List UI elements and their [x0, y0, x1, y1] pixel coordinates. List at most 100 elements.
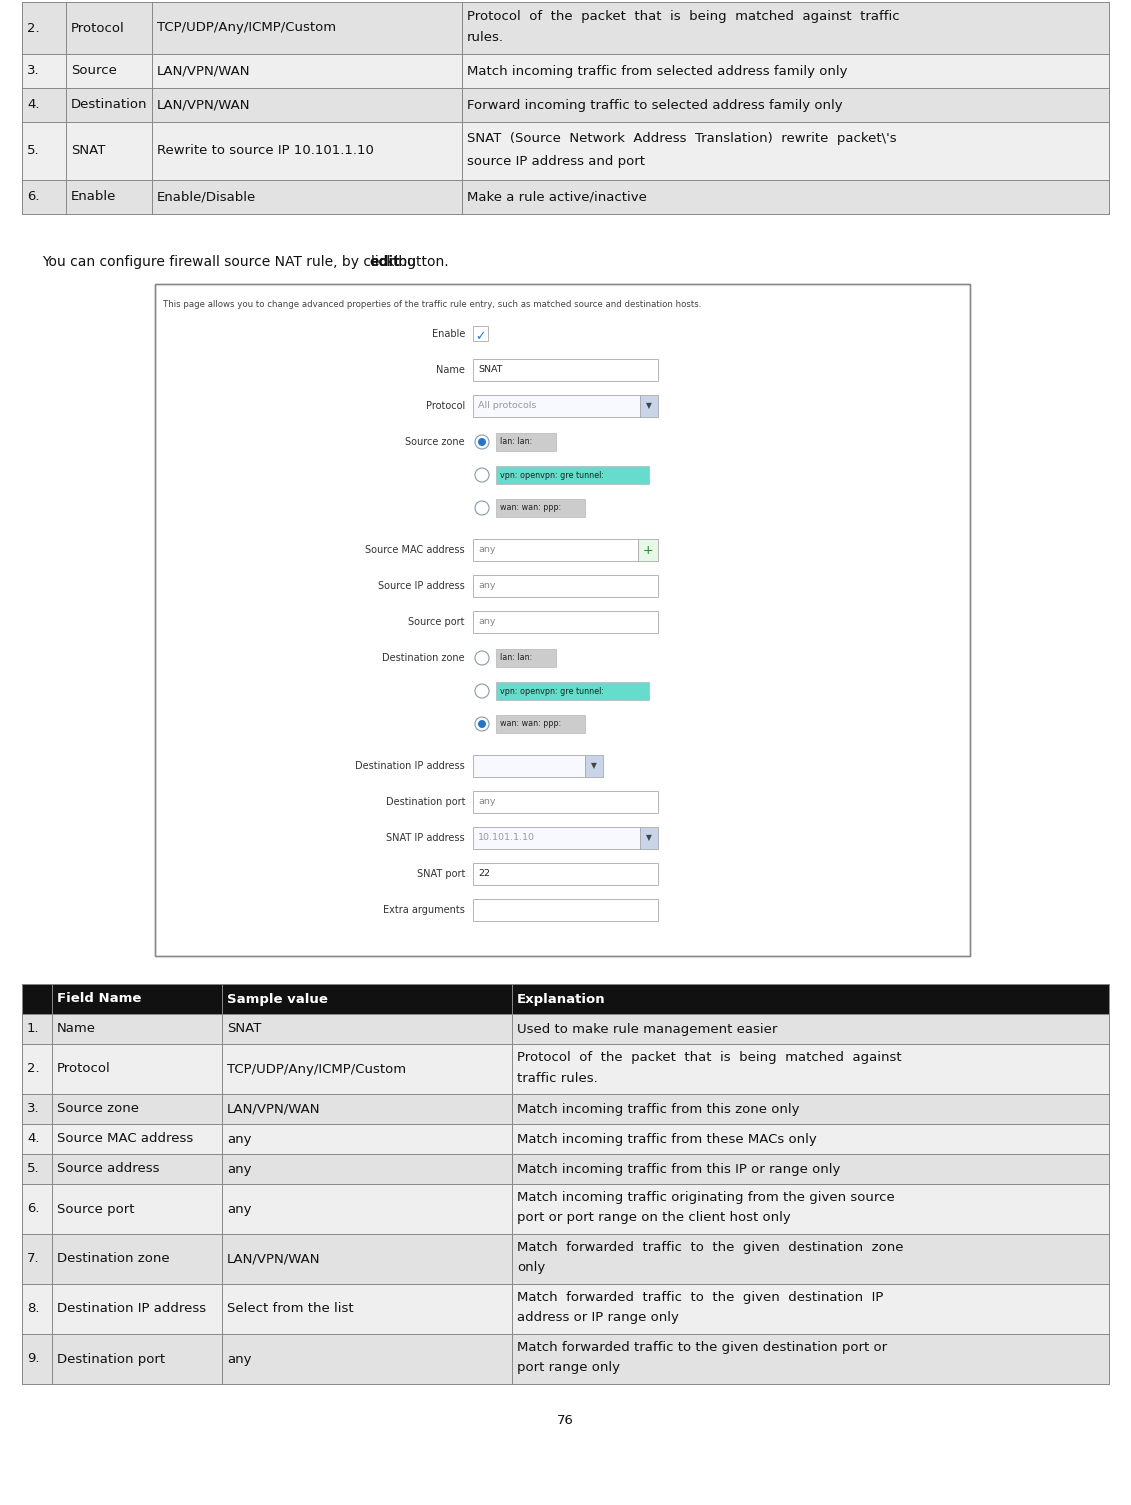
Text: any: any — [478, 617, 495, 626]
Text: address or IP range only: address or IP range only — [517, 1311, 679, 1324]
Text: Destination IP address: Destination IP address — [57, 1302, 206, 1315]
Text: SNAT: SNAT — [478, 366, 502, 375]
Text: +: + — [642, 543, 654, 557]
Text: Match incoming traffic from selected address family only: Match incoming traffic from selected add… — [467, 65, 847, 77]
Bar — [21, 1154, 1110, 1184]
Bar — [155, 284, 970, 956]
Bar — [21, 1333, 1110, 1385]
Text: LAN/VPN/WAN: LAN/VPN/WAN — [227, 1103, 320, 1115]
Text: 76: 76 — [556, 1415, 573, 1427]
Text: Source: Source — [71, 65, 116, 77]
Text: LAN/VPN/WAN: LAN/VPN/WAN — [157, 98, 250, 111]
Text: Source address: Source address — [57, 1162, 159, 1175]
Text: ▼: ▼ — [646, 402, 651, 411]
Text: Enable/Disable: Enable/Disable — [157, 191, 257, 203]
Bar — [21, 1284, 1110, 1333]
Bar — [21, 1234, 1110, 1284]
Bar — [21, 54, 1110, 87]
Bar — [155, 284, 970, 956]
Text: 4.: 4. — [27, 1132, 40, 1145]
Text: Source zone: Source zone — [57, 1103, 139, 1115]
Text: LAN/VPN/WAN: LAN/VPN/WAN — [227, 1252, 320, 1266]
Bar — [473, 756, 585, 777]
Circle shape — [475, 468, 489, 482]
Text: any: any — [227, 1162, 251, 1175]
Bar — [473, 360, 658, 381]
Text: lan: lan:: lan: lan: — [500, 438, 533, 447]
Bar — [473, 611, 658, 634]
Text: 2.: 2. — [27, 21, 40, 35]
Text: Match incoming traffic from this IP or range only: Match incoming traffic from this IP or r… — [517, 1162, 840, 1175]
Circle shape — [475, 435, 489, 448]
Text: lan: lan:: lan: lan: — [500, 653, 533, 662]
Text: Destination: Destination — [71, 98, 147, 111]
Bar — [497, 715, 585, 733]
Text: ✓: ✓ — [475, 331, 485, 343]
Text: port range only: port range only — [517, 1362, 620, 1374]
Circle shape — [478, 438, 486, 445]
Text: Forward incoming traffic to selected address family only: Forward incoming traffic to selected add… — [467, 98, 843, 111]
Bar — [21, 1094, 1110, 1124]
Text: SNAT port: SNAT port — [416, 868, 465, 879]
Bar — [473, 539, 638, 561]
Text: Protocol: Protocol — [71, 21, 124, 35]
Text: TCP/UDP/Any/ICMP/Custom: TCP/UDP/Any/ICMP/Custom — [157, 21, 336, 35]
Text: SNAT: SNAT — [71, 144, 105, 158]
Text: only: only — [517, 1261, 545, 1275]
Text: 7.: 7. — [27, 1252, 40, 1266]
Text: Field Name: Field Name — [57, 992, 141, 1005]
Text: Protocol  of  the  packet  that  is  being  matched  against: Protocol of the packet that is being mat… — [517, 1052, 901, 1064]
Circle shape — [475, 501, 489, 515]
Text: 5.: 5. — [27, 144, 40, 158]
Bar — [21, 1184, 1110, 1234]
Text: Source zone: Source zone — [405, 436, 465, 447]
Text: rules.: rules. — [467, 32, 504, 44]
Text: any: any — [478, 545, 495, 554]
Bar — [21, 122, 1110, 181]
Bar — [473, 327, 487, 342]
Text: 3.: 3. — [27, 65, 40, 77]
Text: 2.: 2. — [27, 1063, 40, 1076]
Bar — [21, 1124, 1110, 1154]
Circle shape — [475, 683, 489, 698]
Bar — [473, 792, 658, 813]
Text: any: any — [227, 1353, 251, 1365]
Bar — [473, 898, 658, 921]
Text: 3.: 3. — [27, 1103, 40, 1115]
Text: Match forwarded traffic to the given destination port or: Match forwarded traffic to the given des… — [517, 1341, 887, 1354]
Text: This page allows you to change advanced properties of the traffic rule entry, su: This page allows you to change advanced … — [163, 299, 701, 309]
Text: edit: edit — [370, 254, 400, 269]
Text: SNAT  (Source  Network  Address  Translation)  rewrite  packet\'s: SNAT (Source Network Address Translation… — [467, 132, 897, 144]
Text: any: any — [478, 798, 495, 807]
Text: button.: button. — [395, 254, 449, 269]
Text: Enable: Enable — [71, 191, 116, 203]
Text: Destination port: Destination port — [57, 1353, 165, 1365]
Text: Source MAC address: Source MAC address — [365, 545, 465, 555]
Bar — [638, 539, 658, 561]
Text: SNAT IP address: SNAT IP address — [387, 832, 465, 843]
Text: 1.: 1. — [27, 1022, 40, 1035]
Text: any: any — [227, 1132, 251, 1145]
Text: traffic rules.: traffic rules. — [517, 1072, 598, 1085]
Text: Rewrite to source IP 10.101.1.10: Rewrite to source IP 10.101.1.10 — [157, 144, 374, 158]
Text: any: any — [227, 1202, 251, 1216]
Bar — [473, 575, 658, 597]
Text: Enable: Enable — [432, 330, 465, 339]
Text: ▼: ▼ — [590, 762, 596, 771]
Bar — [21, 2, 1110, 54]
Text: Source port: Source port — [57, 1202, 135, 1216]
Text: You can configure firewall source NAT rule, by clicking: You can configure firewall source NAT ru… — [42, 254, 421, 269]
Text: wan: wan: ppp:: wan: wan: ppp: — [500, 504, 561, 513]
Text: Select from the list: Select from the list — [227, 1302, 354, 1315]
Text: Make a rule active/inactive: Make a rule active/inactive — [467, 191, 647, 203]
Text: Match incoming traffic from these MACs only: Match incoming traffic from these MACs o… — [517, 1132, 817, 1145]
Text: Protocol: Protocol — [425, 400, 465, 411]
Bar — [640, 394, 658, 417]
Text: port or port range on the client host only: port or port range on the client host on… — [517, 1212, 791, 1225]
Text: Source IP address: Source IP address — [378, 581, 465, 591]
Circle shape — [475, 652, 489, 665]
Text: 5.: 5. — [27, 1162, 40, 1175]
Circle shape — [478, 719, 486, 728]
Bar — [473, 394, 640, 417]
Circle shape — [475, 716, 489, 731]
